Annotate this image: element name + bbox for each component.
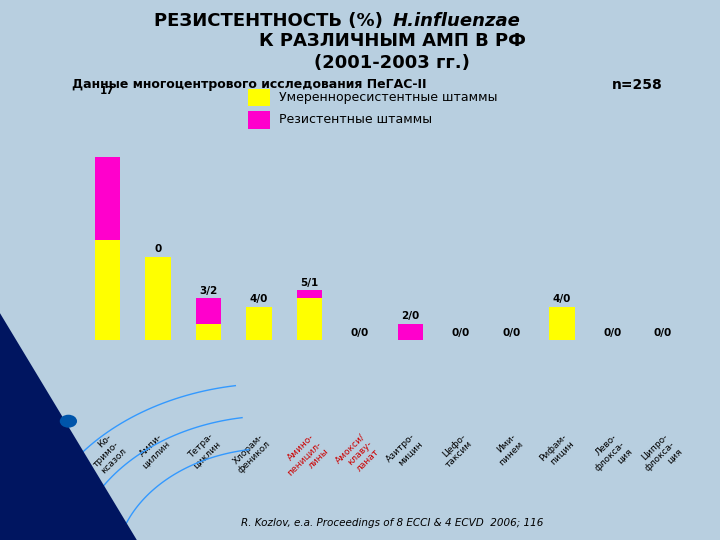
- Bar: [297, 290, 322, 299]
- Text: (2001-2003 гг.): (2001-2003 гг.): [315, 54, 470, 72]
- Text: Ими-
пинем: Ими- пинем: [490, 432, 525, 467]
- Text: Ко-
тримо-
ксазол: Ко- тримо- ксазол: [84, 432, 128, 476]
- Bar: [398, 323, 423, 340]
- Text: 0/0: 0/0: [654, 328, 672, 338]
- Text: Цефо-
таксим: Цефо- таксим: [437, 432, 474, 470]
- Text: К РАЗЛИЧНЫМ АМП В РФ: К РАЗЛИЧНЫМ АМП В РФ: [259, 32, 526, 50]
- Text: 3/2: 3/2: [199, 286, 217, 296]
- Bar: [145, 256, 171, 340]
- Text: Амокси/
клаву-
ланат: Амокси/ клаву- ланат: [333, 432, 381, 480]
- Text: 0: 0: [154, 244, 161, 254]
- Bar: [297, 299, 322, 340]
- Text: R. Kozlov, e.a. Proceedings of 8 ECCI & 4 ECVD  2006; 116: R. Kozlov, e.a. Proceedings of 8 ECCI & …: [241, 518, 544, 528]
- Text: Хлорам-
феникол: Хлорам- феникол: [229, 432, 273, 475]
- Text: Резистентные штаммы: Резистентные штаммы: [279, 113, 432, 126]
- Text: 0/0: 0/0: [503, 328, 521, 338]
- Bar: [95, 240, 120, 340]
- Text: n=258: n=258: [612, 78, 662, 92]
- Text: 4/0: 4/0: [553, 294, 571, 305]
- Text: Азитро-
мицин: Азитро- мицин: [384, 432, 424, 472]
- Text: 2/0: 2/0: [401, 311, 420, 321]
- Text: H.influenzae: H.influenzae: [392, 12, 521, 30]
- Bar: [246, 307, 271, 340]
- Bar: [549, 307, 575, 340]
- Text: Рифам-
пицин: Рифам- пицин: [538, 432, 576, 470]
- Text: Лево-
флокса-
ция: Лево- флокса- ция: [585, 432, 634, 480]
- Text: Ампи-
циллин: Ампи- циллин: [133, 432, 171, 471]
- Text: Данные многоцентрового исследования ПеГАС-II: Данные многоцентрового исследования ПеГА…: [72, 78, 426, 91]
- Text: Амино-
пеницил-
лины: Амино- пеницил- лины: [278, 432, 330, 484]
- Bar: [196, 299, 221, 323]
- Text: 4/0: 4/0: [250, 294, 268, 305]
- Text: РЕЗИСТЕНТНОСТЬ (%): РЕЗИСТЕНТНОСТЬ (%): [153, 12, 389, 30]
- Text: Тетра-
циклин: Тетра- циклин: [184, 432, 222, 470]
- Text: 0/0: 0/0: [452, 328, 470, 338]
- Text: Ципро-
флокса-
ция: Ципро- флокса- ция: [636, 432, 684, 480]
- Bar: [196, 323, 221, 340]
- Text: Умеренноресистентные штаммы: Умеренноресистентные штаммы: [279, 91, 497, 104]
- Text: 5/1: 5/1: [300, 278, 318, 288]
- Bar: [95, 98, 120, 240]
- Text: 17: 17: [100, 86, 114, 96]
- Text: 0/0: 0/0: [603, 328, 621, 338]
- Text: 0/0: 0/0: [351, 328, 369, 338]
